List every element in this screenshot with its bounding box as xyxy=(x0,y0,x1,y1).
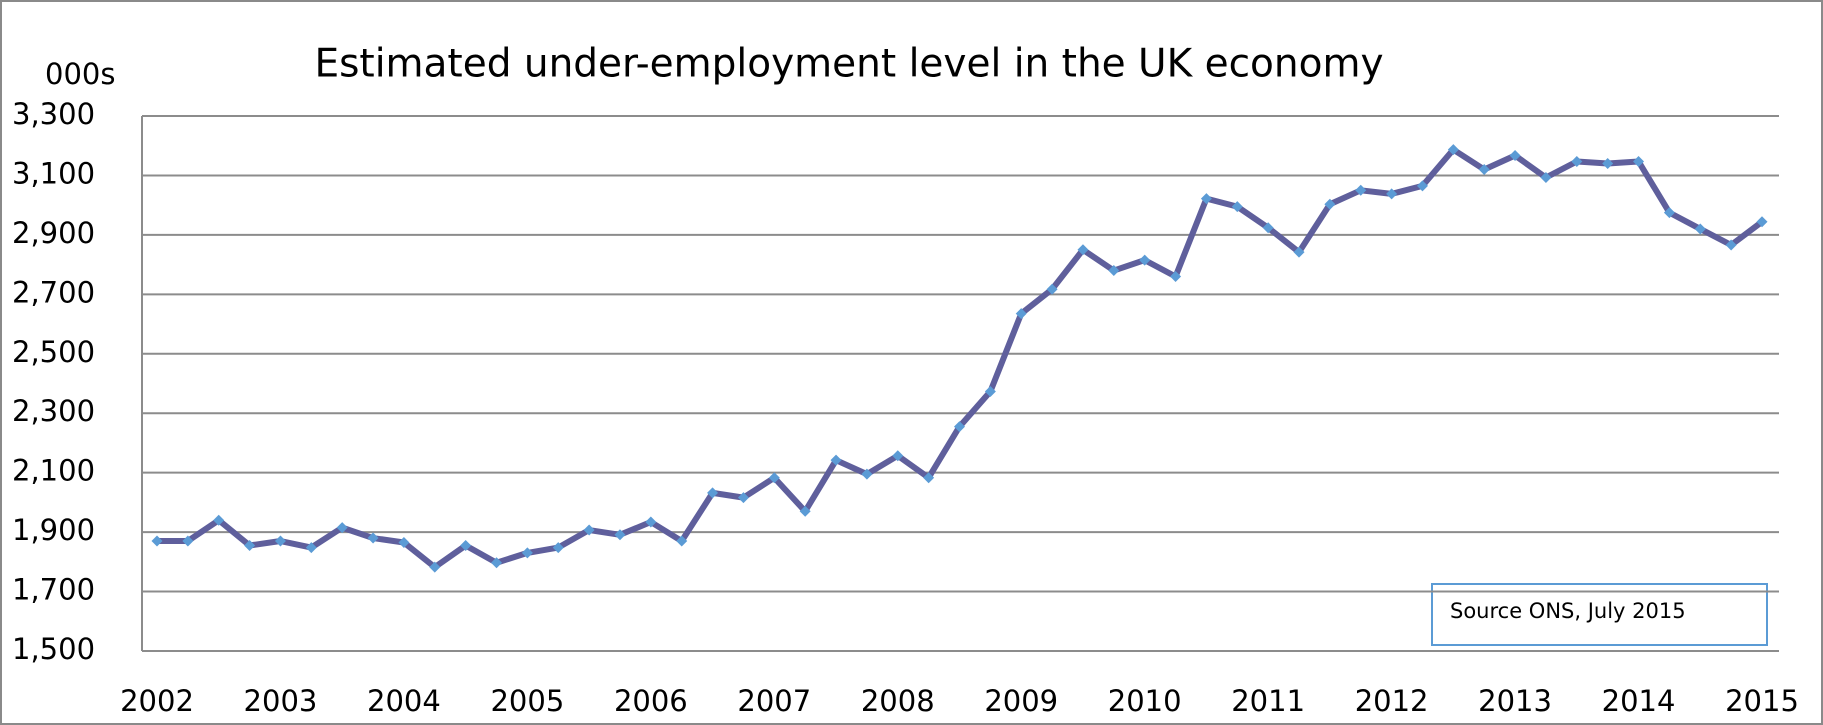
data-point xyxy=(892,450,904,462)
data-point xyxy=(984,386,996,398)
data-point xyxy=(1139,254,1151,266)
data-point xyxy=(213,514,225,526)
data-point xyxy=(830,454,842,466)
data-point xyxy=(151,535,163,547)
data-point xyxy=(1262,222,1274,234)
data-point xyxy=(274,535,286,547)
data-point xyxy=(429,561,441,573)
data-point xyxy=(707,487,719,499)
data-point xyxy=(1108,265,1120,277)
data-point xyxy=(923,472,935,484)
x-tick-label: 2014 xyxy=(1602,684,1676,718)
x-tick-label: 2009 xyxy=(984,684,1058,718)
y-tick-label: 2,700 xyxy=(12,275,95,309)
data-point xyxy=(1478,164,1490,175)
data-point xyxy=(1386,188,1398,200)
data-point xyxy=(305,542,317,554)
data-point xyxy=(182,535,194,547)
data-point xyxy=(398,537,410,549)
x-tick-label: 2015 xyxy=(1725,684,1799,718)
data-point xyxy=(1571,155,1583,167)
y-tick-label: 1,500 xyxy=(12,632,95,666)
data-point xyxy=(1170,271,1182,282)
data-point xyxy=(1416,180,1428,192)
y-tick-label: 1,900 xyxy=(12,513,95,547)
chart-title: Estimated under-employment level in the … xyxy=(314,42,1383,87)
data-point xyxy=(954,421,965,433)
x-tick-label: 2002 xyxy=(120,684,194,718)
data-point xyxy=(645,516,657,528)
data-point xyxy=(737,492,749,504)
data-point xyxy=(1293,246,1305,258)
x-tick-label: 2004 xyxy=(367,684,441,718)
x-tick-label: 2003 xyxy=(244,684,318,718)
x-tick-label: 2012 xyxy=(1355,684,1429,718)
data-point xyxy=(1015,308,1027,320)
data-point xyxy=(1447,144,1459,156)
data-point xyxy=(336,522,348,534)
data-point xyxy=(244,539,256,551)
y-tick-label: 2,300 xyxy=(12,394,95,428)
y-tick-label: 3,100 xyxy=(12,156,95,190)
data-point xyxy=(1663,207,1675,219)
data-point xyxy=(491,557,503,569)
x-tick-label: 2006 xyxy=(614,684,688,718)
data-point xyxy=(583,524,595,536)
data-point xyxy=(861,468,873,480)
data-point xyxy=(768,472,780,484)
data-point xyxy=(367,532,379,544)
y-tick-label: 2,100 xyxy=(12,454,95,488)
data-point xyxy=(1725,239,1737,251)
x-tick-label: 2005 xyxy=(490,684,564,718)
x-tick-label: 2013 xyxy=(1478,684,1552,718)
data-point xyxy=(1046,283,1058,295)
annotation-box xyxy=(1431,583,1768,646)
x-tick-label: 2011 xyxy=(1231,684,1305,718)
data-point xyxy=(521,547,533,559)
data-point xyxy=(1694,223,1706,235)
x-tick-label: 2007 xyxy=(737,684,811,718)
data-point xyxy=(552,542,564,554)
data-point xyxy=(1633,155,1645,167)
annotation: Source ONS, July 2015 xyxy=(1450,599,1686,623)
data-point xyxy=(676,535,688,547)
x-tick-label: 2010 xyxy=(1108,684,1182,718)
data-point xyxy=(614,529,626,541)
y-tick-label: 2,900 xyxy=(12,216,95,250)
data-point xyxy=(1324,198,1336,210)
y-tick-label: 2,500 xyxy=(12,335,95,369)
data-point xyxy=(1355,184,1367,196)
data-point xyxy=(1200,193,1212,205)
y-tick-label: 3,300 xyxy=(12,97,95,131)
x-tick-label: 2008 xyxy=(861,684,935,718)
data-point xyxy=(1540,172,1552,184)
data-point xyxy=(1077,244,1089,256)
data-point xyxy=(799,505,811,517)
y-axis-label: 000s xyxy=(45,57,115,91)
y-tick-label: 1,700 xyxy=(12,573,95,607)
data-point xyxy=(1756,216,1768,228)
data-point xyxy=(1509,150,1521,162)
data-point xyxy=(1231,201,1243,213)
data-point xyxy=(1602,158,1614,170)
data-point xyxy=(460,539,472,551)
